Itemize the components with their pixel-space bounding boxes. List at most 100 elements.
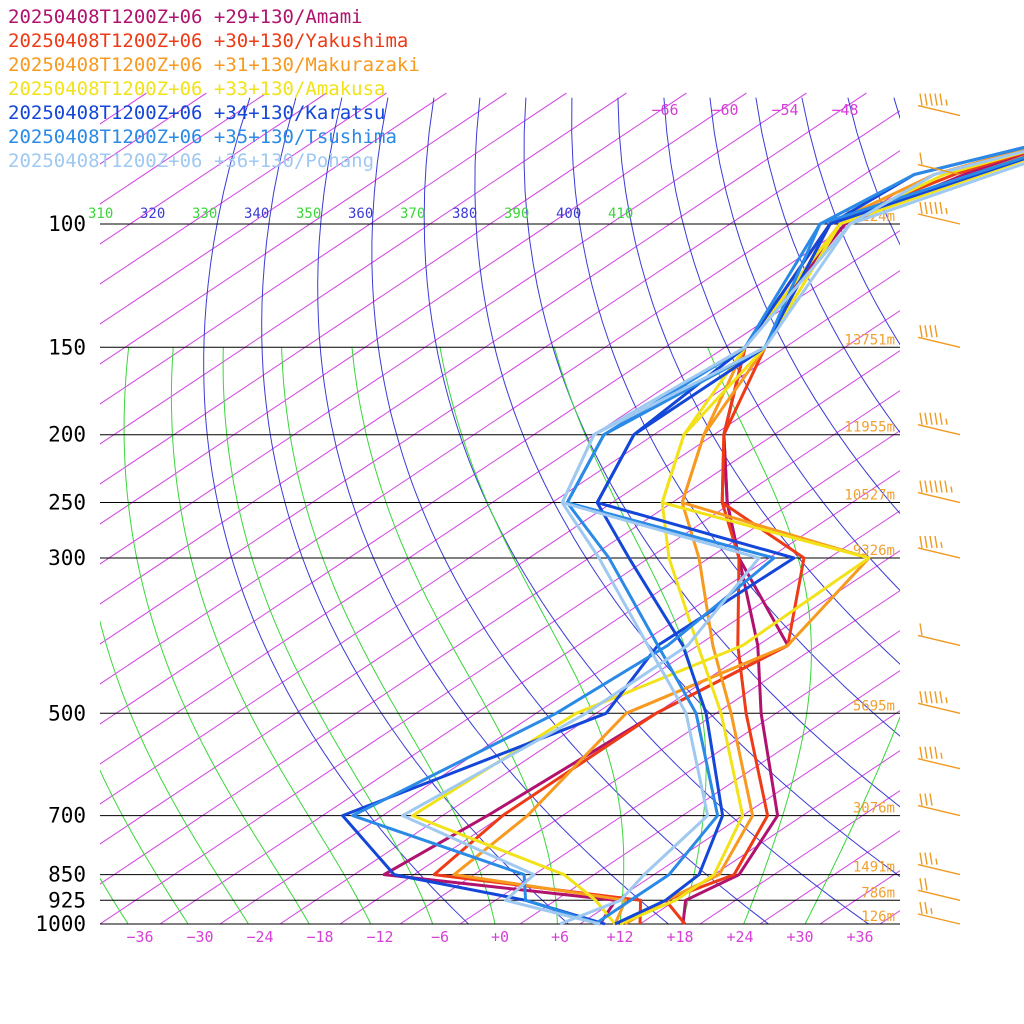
wind-barb-flag bbox=[919, 691, 923, 704]
isotherm-line bbox=[639, 750, 900, 924]
wind-barb-flag bbox=[934, 325, 938, 338]
temperature-tick-label: +6 bbox=[551, 928, 569, 946]
legend-item-amami: 20250408T1200Z+06 +29+130/Amami bbox=[8, 6, 363, 28]
theta-label: 310 bbox=[88, 206, 113, 222]
wind-barb-flag bbox=[924, 412, 928, 425]
wind-barb-flag bbox=[924, 793, 928, 806]
isotherm-line bbox=[100, 92, 387, 285]
dry-adiabat-line bbox=[663, 97, 900, 592]
isotherm-line bbox=[100, 230, 900, 765]
wind-barb bbox=[917, 901, 961, 925]
wind-barb-flag bbox=[924, 878, 928, 891]
temperature-tick-label: +12 bbox=[606, 928, 633, 946]
dry-adiabat-line bbox=[571, 97, 900, 737]
isotherm-line bbox=[399, 590, 900, 924]
isotherm-grid bbox=[100, 92, 1024, 924]
isotherm-line bbox=[519, 670, 900, 924]
wind-barb-staff bbox=[917, 634, 961, 647]
wind-barb-flag bbox=[939, 201, 943, 215]
isotherm-line bbox=[279, 510, 900, 924]
height-label: 13751m bbox=[844, 332, 895, 348]
theta-label: 370 bbox=[400, 206, 425, 222]
wind-barb-flag bbox=[934, 412, 938, 425]
wind-barb-staff bbox=[917, 547, 961, 559]
dry-adiabat-line bbox=[523, 97, 900, 808]
wind-barb bbox=[917, 480, 961, 504]
wind-barb-staff bbox=[917, 163, 961, 176]
temperature-tick-label: +18 bbox=[666, 928, 693, 946]
isotherm-line bbox=[100, 92, 747, 525]
temperature-axis-labels: −36 −30 −24 −18 −12 −6 +0 +6 +12 +18 +24 +30 +36 bbox=[126, 928, 873, 946]
wind-barb-flag bbox=[945, 418, 948, 425]
isotherm-line bbox=[100, 150, 900, 685]
dry-adiabat-line bbox=[940, 98, 1024, 939]
temperature-line bbox=[565, 145, 1024, 926]
wind-barb-flag bbox=[934, 691, 938, 704]
wind-barb-flag bbox=[924, 535, 928, 549]
wind-barb-flag bbox=[934, 746, 938, 759]
wind-barb bbox=[917, 793, 961, 817]
wind-barb-staff bbox=[917, 804, 961, 817]
isotherm-line bbox=[1000, 93, 1024, 924]
wind-barb-flag bbox=[929, 93, 933, 106]
moist-adiabat-grid bbox=[100, 347, 900, 924]
wind-barb-flag bbox=[929, 691, 933, 704]
wind-barb-flag bbox=[929, 325, 933, 338]
temperature-tick-label: +0 bbox=[491, 928, 509, 946]
wind-barb-flag bbox=[924, 325, 928, 338]
wind-barb-flag bbox=[934, 201, 938, 215]
wind-barb bbox=[917, 201, 961, 225]
wind-barbs bbox=[917, 93, 961, 925]
wind-barb-staff bbox=[917, 213, 961, 225]
temperature-tick-label: +30 bbox=[786, 928, 813, 946]
wind-barb-flag bbox=[929, 201, 933, 215]
wind-barb-flag bbox=[919, 535, 923, 549]
isotherm-line bbox=[159, 430, 900, 924]
wind-barb-flag bbox=[950, 486, 953, 493]
dry-adiabat-line bbox=[371, 97, 770, 924]
wind-barb bbox=[917, 535, 961, 559]
wind-barb-flag bbox=[939, 691, 943, 704]
wind-barb-flag bbox=[929, 852, 933, 865]
wind-barb-flag bbox=[919, 480, 923, 493]
height-labels: 16224m13751m11955m10527m9326m5695m3076m1… bbox=[844, 209, 895, 925]
isotherm-line bbox=[459, 630, 900, 924]
moist-adiabat-line bbox=[100, 877, 129, 924]
theta-label: 390 bbox=[504, 206, 529, 222]
moist-adiabat-line bbox=[170, 347, 372, 924]
pressure-label: 250 bbox=[48, 491, 86, 515]
wind-barb-flag bbox=[924, 93, 928, 106]
wind-barb-flag bbox=[935, 858, 938, 865]
isotherm-line bbox=[100, 92, 327, 245]
wind-barb-staff bbox=[917, 889, 961, 901]
temperature-line bbox=[595, 145, 1024, 926]
isotherm-line bbox=[100, 92, 807, 565]
isotherm-line bbox=[579, 710, 900, 924]
wind-barb-flag bbox=[945, 697, 948, 704]
wind-barb bbox=[917, 852, 961, 876]
wind-barb-flag bbox=[940, 541, 943, 549]
wind-barb-flag bbox=[919, 201, 923, 215]
wind-barb-flag bbox=[939, 412, 943, 425]
pressure-label: 925 bbox=[48, 888, 86, 912]
wind-barb-flag bbox=[934, 480, 938, 493]
isotherm-line bbox=[100, 310, 900, 845]
wind-barb-staff bbox=[917, 424, 961, 436]
isotherm-line bbox=[100, 92, 447, 325]
upper-temperature-label: −48 bbox=[831, 101, 858, 119]
dry-adiabat-line bbox=[203, 97, 470, 924]
theta-label: 380 bbox=[452, 206, 477, 222]
wind-barb-flag bbox=[934, 93, 938, 106]
wind-barb-flag bbox=[929, 412, 933, 425]
isotherm-line bbox=[100, 110, 900, 645]
theta-label: 400 bbox=[556, 206, 581, 222]
wind-barb-flag bbox=[939, 93, 943, 106]
wind-barb-flag bbox=[919, 852, 923, 865]
height-label: 1491m bbox=[853, 860, 895, 876]
wind-barb-flag bbox=[919, 901, 923, 915]
pressure-label: 100 bbox=[48, 212, 86, 236]
height-label: 3076m bbox=[853, 801, 895, 817]
dry-adiabat-line bbox=[474, 97, 900, 878]
wind-barb bbox=[917, 325, 961, 348]
dewpoint-line bbox=[351, 155, 1024, 926]
